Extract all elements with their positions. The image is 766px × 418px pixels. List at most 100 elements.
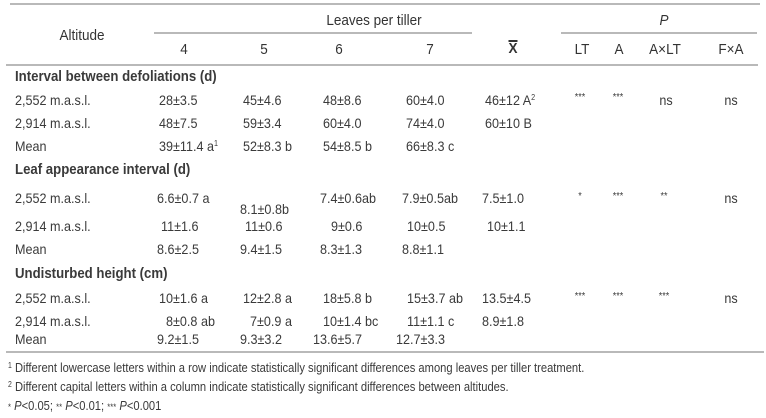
star: **	[56, 402, 63, 412]
row-label: Mean	[15, 241, 47, 257]
p-lt: *	[578, 191, 582, 202]
cell-value: 12±2.8 a	[243, 290, 292, 306]
cell-value: 8.6±2.5	[157, 241, 199, 257]
cell-mean: 10±1.1	[487, 218, 526, 234]
row-label: 2,552 m.a.s.l.	[15, 190, 91, 206]
p-axlt: **	[660, 191, 668, 202]
cell-value: 48±8.6	[323, 92, 362, 108]
footnote-mark: 2	[8, 380, 12, 389]
cell-value: 52±8.3 b	[243, 138, 292, 154]
header-p-axlt: A×LT	[649, 41, 681, 58]
cell-value: 8.8±1.1	[402, 241, 444, 257]
cell-mean: 7.5±1.0	[482, 190, 524, 206]
header-leaves-5: 5	[260, 41, 268, 58]
p-italic: P	[119, 398, 127, 413]
cell-value: 7.4±0.6ab	[320, 190, 376, 206]
cell-value: 28±3.5	[159, 92, 198, 108]
threshold: <0.05;	[21, 398, 57, 413]
cell-value: 54±8.5 b	[323, 138, 372, 154]
header-leaves-7: 7	[426, 41, 434, 58]
cell-value: 60±4.0	[323, 115, 362, 131]
cell-value: 11±1.1 c	[407, 313, 455, 329]
cell-value: 13.6±5.7	[313, 331, 362, 347]
cell-value: 45±4.6	[243, 92, 282, 108]
cell-value: 9.3±3.2	[240, 331, 282, 347]
threshold: <0.001	[126, 398, 162, 413]
leaves-group-rule	[154, 32, 472, 34]
footnote-text: Different capital letters within a colum…	[14, 379, 509, 394]
row-label: 2,914 m.a.s.l.	[15, 218, 91, 234]
cell-value: 8.1±0.8b	[240, 201, 289, 217]
p-fxa: ns	[724, 190, 738, 206]
section-title-defoliation-interval: Interval between defoliations (d)	[15, 68, 217, 85]
cell-value: 39±11.4 a1	[159, 138, 218, 154]
header-leaves-per-tiller: Leaves per tiller	[326, 12, 422, 29]
footnote-mark: 1	[214, 139, 219, 148]
header-p-a: A	[614, 41, 624, 58]
p-lt: ***	[574, 92, 586, 103]
p-fxa: ns	[724, 92, 738, 108]
p-a: ***	[612, 92, 624, 103]
p-a: ***	[612, 291, 624, 302]
cell-mean: 13.5±4.5	[482, 290, 531, 306]
p-italic: P	[65, 398, 73, 413]
cell-value: 11±1.6	[161, 218, 199, 234]
cell-value: 8.3±1.3	[320, 241, 362, 257]
header-mean-xbar: X	[508, 40, 518, 57]
p-axlt: ***	[658, 291, 670, 302]
cell-value: 60±4.0	[406, 92, 445, 108]
top-rule	[10, 3, 760, 5]
footnote-text: Different lowercase letters within a row…	[14, 360, 585, 375]
cell-value: 9.2±1.5	[157, 331, 199, 347]
mean-value: 46±12 A	[485, 92, 532, 108]
cell-value: 9.4±1.5	[240, 241, 282, 257]
header-p-fxa: F×A	[718, 41, 744, 58]
xbar-symbol: X	[508, 40, 518, 57]
row-label: Mean	[15, 138, 47, 154]
p-axlt: ns	[659, 92, 673, 108]
section-title-undisturbed-height: Undisturbed height (cm)	[15, 265, 168, 282]
p-group-rule	[561, 32, 757, 34]
cell-value: 15±3.7 ab	[407, 290, 463, 306]
section-title-leaf-appearance-interval: Leaf appearance interval (d)	[15, 161, 191, 178]
cell-value: 74±4.0	[406, 115, 445, 131]
cell-value: 12.7±3.3	[396, 331, 445, 347]
value-text: 39±11.4 a	[159, 138, 215, 154]
header-p: P	[659, 13, 668, 29]
p-italic: P	[14, 398, 22, 413]
footnote-2: 2 Different capital letters within a col…	[8, 380, 509, 394]
cell-value: 18±5.8 b	[323, 290, 372, 306]
cell-mean: 8.9±1.8	[482, 313, 524, 329]
p-a: ***	[612, 191, 624, 202]
footnote-mark: 1	[8, 361, 12, 370]
cell-value: 7±0.9 a	[250, 313, 292, 329]
star: ***	[107, 402, 117, 412]
cell-value: 8±0.8 ab	[166, 313, 215, 329]
cell-value: 11±0.6	[245, 218, 283, 234]
bottom-rule	[6, 351, 764, 353]
row-label: 2,552 m.a.s.l.	[15, 92, 91, 108]
star: *	[8, 402, 12, 412]
cell-value: 48±7.5	[159, 115, 198, 131]
cell-value: 7.9±0.5ab	[402, 190, 458, 206]
p-label: P	[659, 12, 669, 29]
row-label: 2,914 m.a.s.l.	[15, 313, 91, 329]
footnote-mark: 2	[531, 93, 536, 102]
cell-value: 59±3.4	[243, 115, 282, 131]
footnote-significance: * P<0.05; ** P<0.01; *** P<0.001	[8, 399, 161, 414]
header-leaves-6: 6	[335, 41, 343, 58]
header-p-lt: LT	[574, 41, 590, 58]
cell-value: 10±1.6 a	[159, 290, 208, 306]
cell-mean: 60±10 B	[485, 115, 532, 131]
p-lt: ***	[574, 291, 586, 302]
p-fxa: ns	[724, 290, 738, 306]
row-label: 2,914 m.a.s.l.	[15, 115, 91, 131]
cell-value: 10±0.5	[407, 218, 446, 234]
cell-value: 9±0.6	[331, 218, 363, 234]
footnote-1: 1 Different lowercase letters within a r…	[8, 361, 584, 375]
threshold: <0.01;	[72, 398, 108, 413]
header-bottom-rule	[6, 64, 758, 66]
row-label: Mean	[15, 331, 47, 347]
cell-value: 10±1.4 bc	[323, 313, 379, 329]
cell-value: 6.6±0.7 a	[157, 190, 210, 206]
